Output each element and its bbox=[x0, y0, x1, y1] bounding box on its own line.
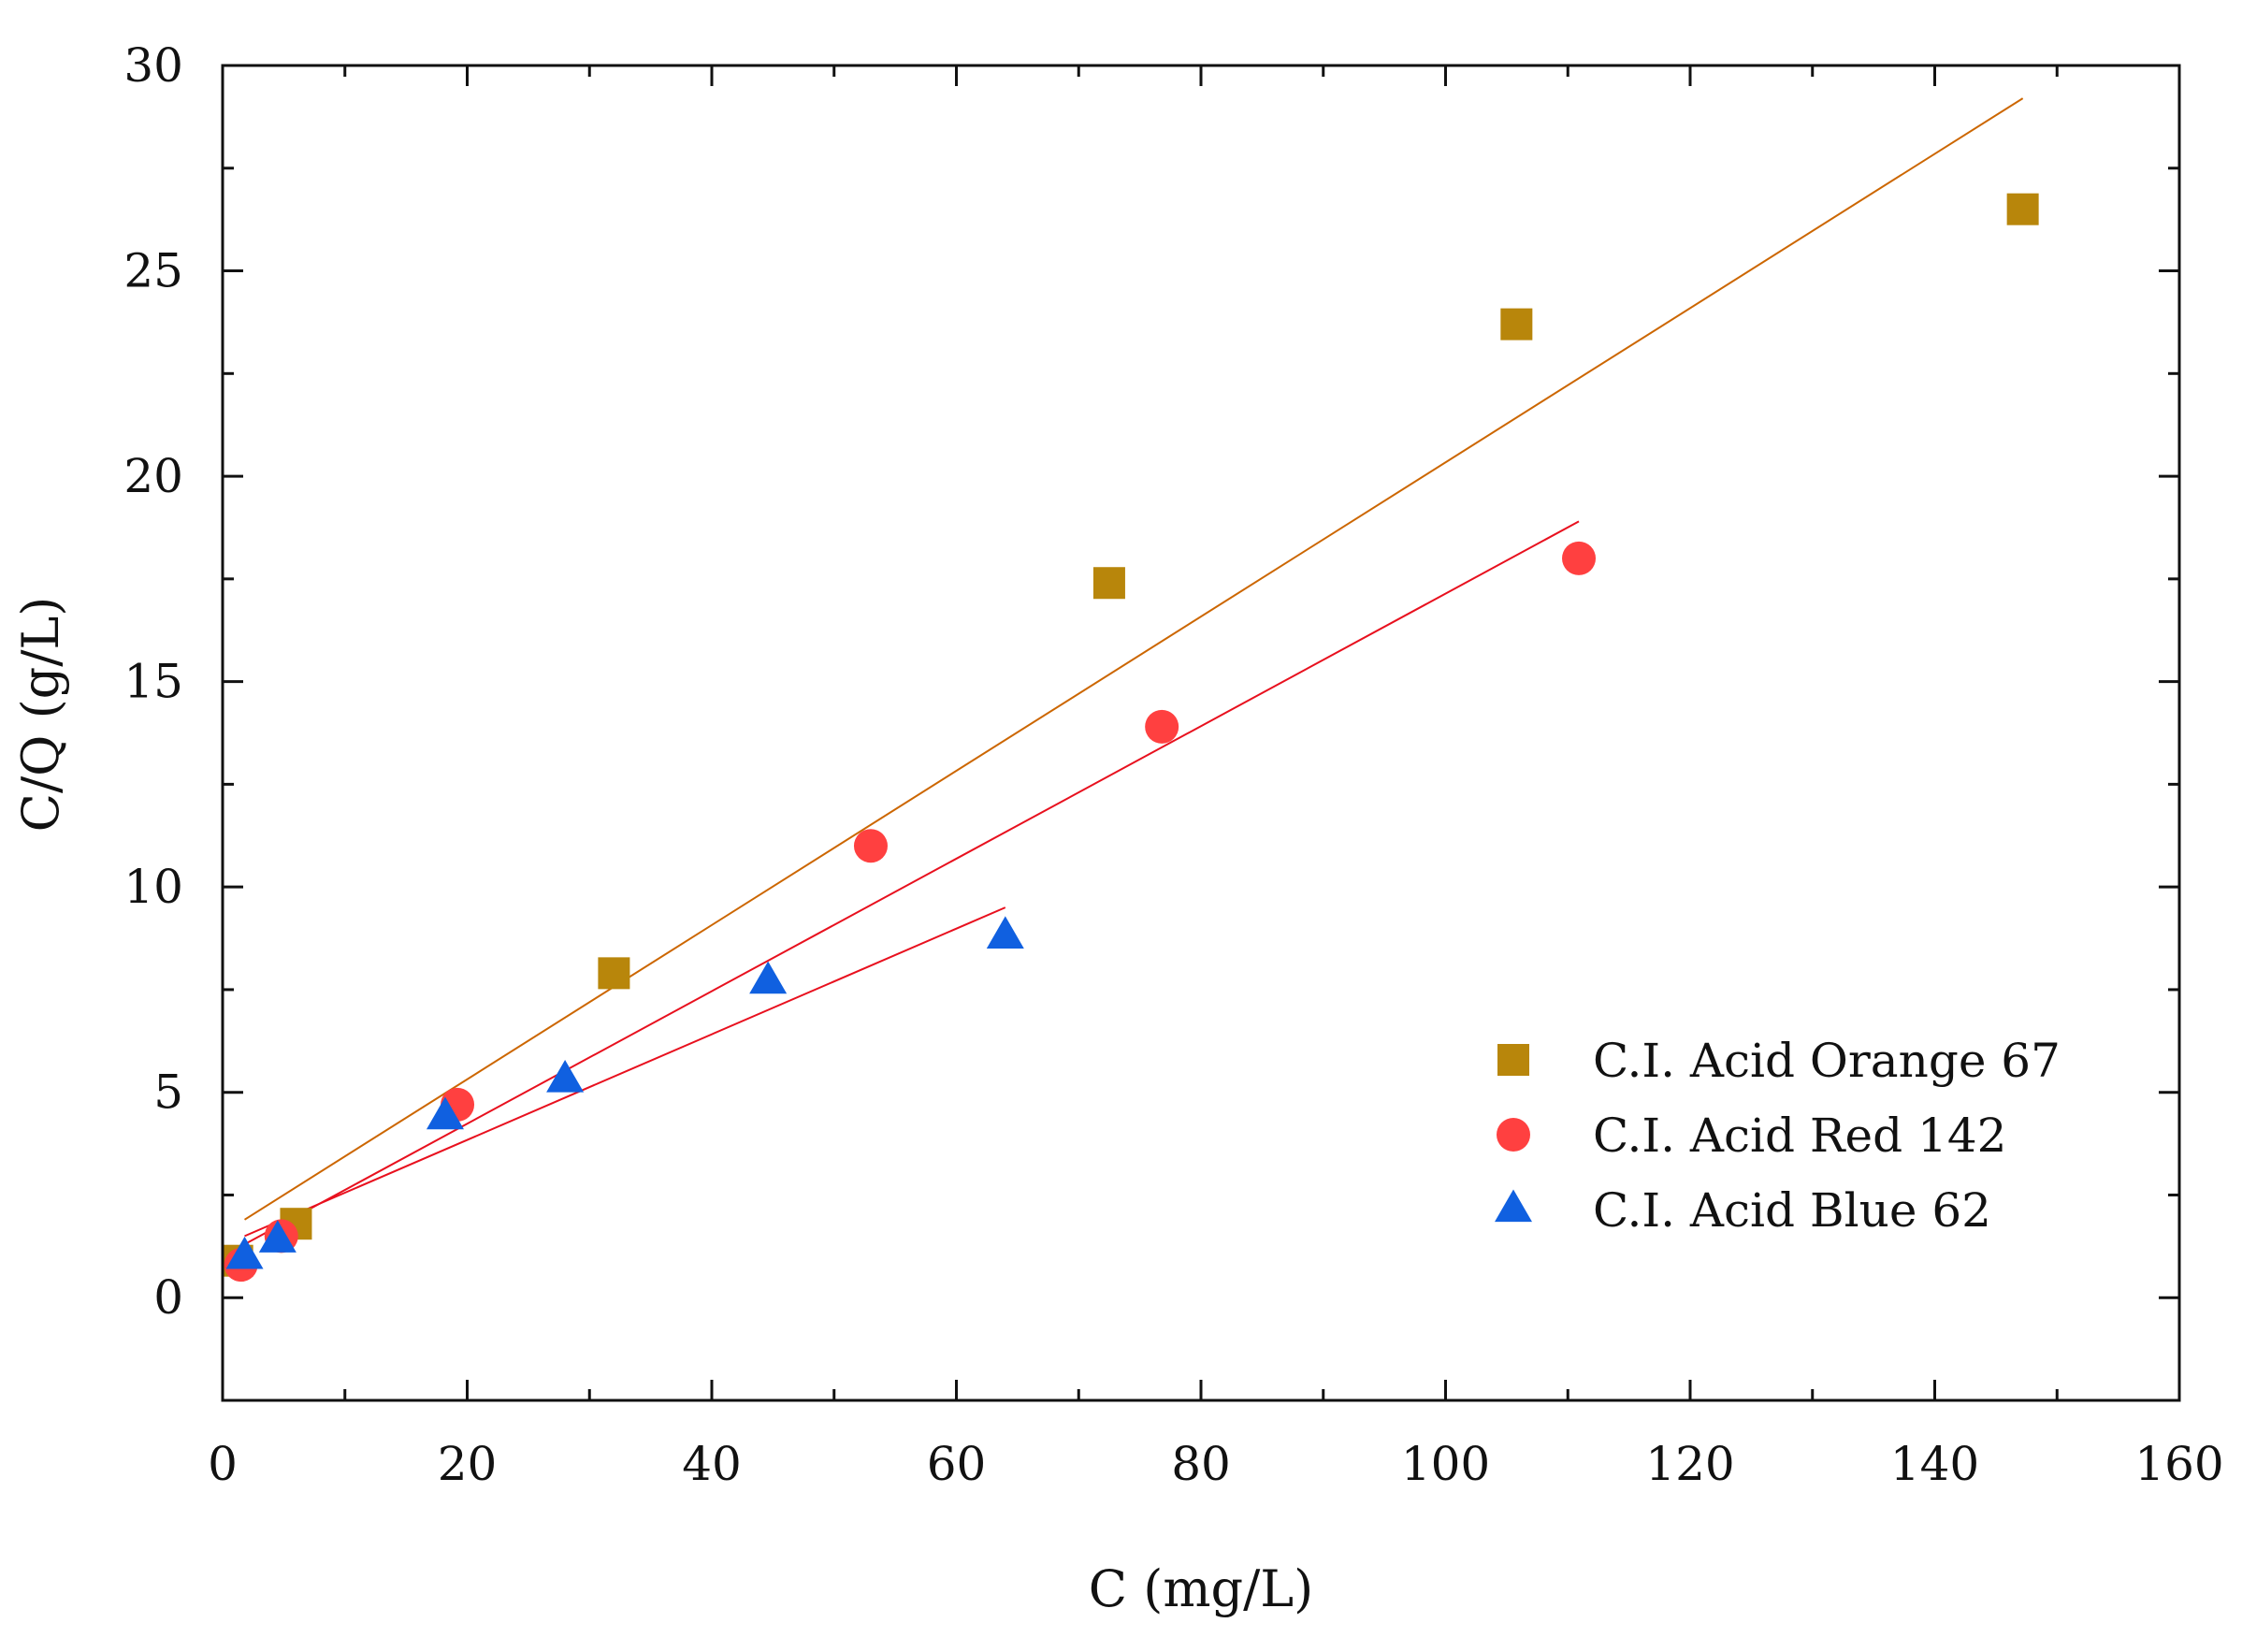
legend: C.I. Acid Orange 67 C.I. Acid Red 142 C.I.… bbox=[1495, 1034, 2061, 1238]
fit-lines bbox=[244, 97, 2024, 1246]
legend-marker-triangle bbox=[1495, 1189, 1532, 1223]
data-point-triangle bbox=[749, 961, 788, 994]
x-tick-label: 0 bbox=[208, 1437, 238, 1491]
data-point-circle bbox=[853, 829, 888, 863]
x-axis-ticks: 0 20 40 60 80 100 120 140 160 bbox=[208, 65, 2224, 1491]
y-tick-label: 30 bbox=[123, 38, 183, 93]
x-tick-label: 160 bbox=[2134, 1437, 2223, 1491]
data-point-square bbox=[1092, 567, 1125, 600]
x-tick-label: 40 bbox=[682, 1437, 742, 1491]
legend-marker-circle bbox=[1497, 1118, 1530, 1152]
legend-marker-square bbox=[1497, 1044, 1529, 1076]
data-point-circle bbox=[1145, 709, 1179, 744]
fit-line bbox=[244, 906, 1006, 1238]
data-markers bbox=[221, 193, 2039, 1282]
x-tick-label: 100 bbox=[1401, 1437, 1490, 1491]
data-point-square bbox=[1500, 308, 1533, 341]
x-tick-label: 20 bbox=[438, 1437, 498, 1491]
x-tick-label: 140 bbox=[1890, 1437, 1979, 1491]
data-point-triangle bbox=[426, 1096, 464, 1130]
y-tick-label: 15 bbox=[123, 655, 183, 709]
y-axis-ticks: 0 5 10 15 20 25 30 bbox=[123, 38, 2179, 1402]
y-tick-label: 0 bbox=[153, 1270, 183, 1325]
x-tick-label: 120 bbox=[1645, 1437, 1734, 1491]
legend-label: C.I. Acid Blue 62 bbox=[1593, 1183, 1991, 1238]
data-point-triangle bbox=[546, 1060, 585, 1093]
data-point-triangle bbox=[258, 1220, 297, 1253]
data-point-triangle bbox=[225, 1236, 264, 1269]
x-tick-label: 60 bbox=[927, 1437, 987, 1491]
y-tick-label: 10 bbox=[123, 860, 183, 914]
data-point-square bbox=[598, 957, 630, 990]
data-point-circle bbox=[1562, 541, 1597, 575]
legend-label: C.I. Acid Red 142 bbox=[1593, 1109, 2006, 1163]
x-tick-label: 80 bbox=[1171, 1437, 1231, 1491]
data-point-square bbox=[2006, 193, 2039, 225]
fit-line bbox=[244, 520, 1580, 1246]
y-tick-label: 5 bbox=[153, 1065, 183, 1120]
fit-line bbox=[244, 97, 2024, 1221]
y-axis-title: C/Q (g/L) bbox=[11, 597, 70, 833]
y-tick-label: 20 bbox=[123, 449, 183, 503]
data-point-triangle bbox=[986, 916, 1024, 949]
y-tick-label: 25 bbox=[123, 244, 183, 298]
x-axis-title: C (mg/L) bbox=[1089, 1559, 1313, 1618]
legend-label: C.I. Acid Orange 67 bbox=[1593, 1034, 2061, 1088]
